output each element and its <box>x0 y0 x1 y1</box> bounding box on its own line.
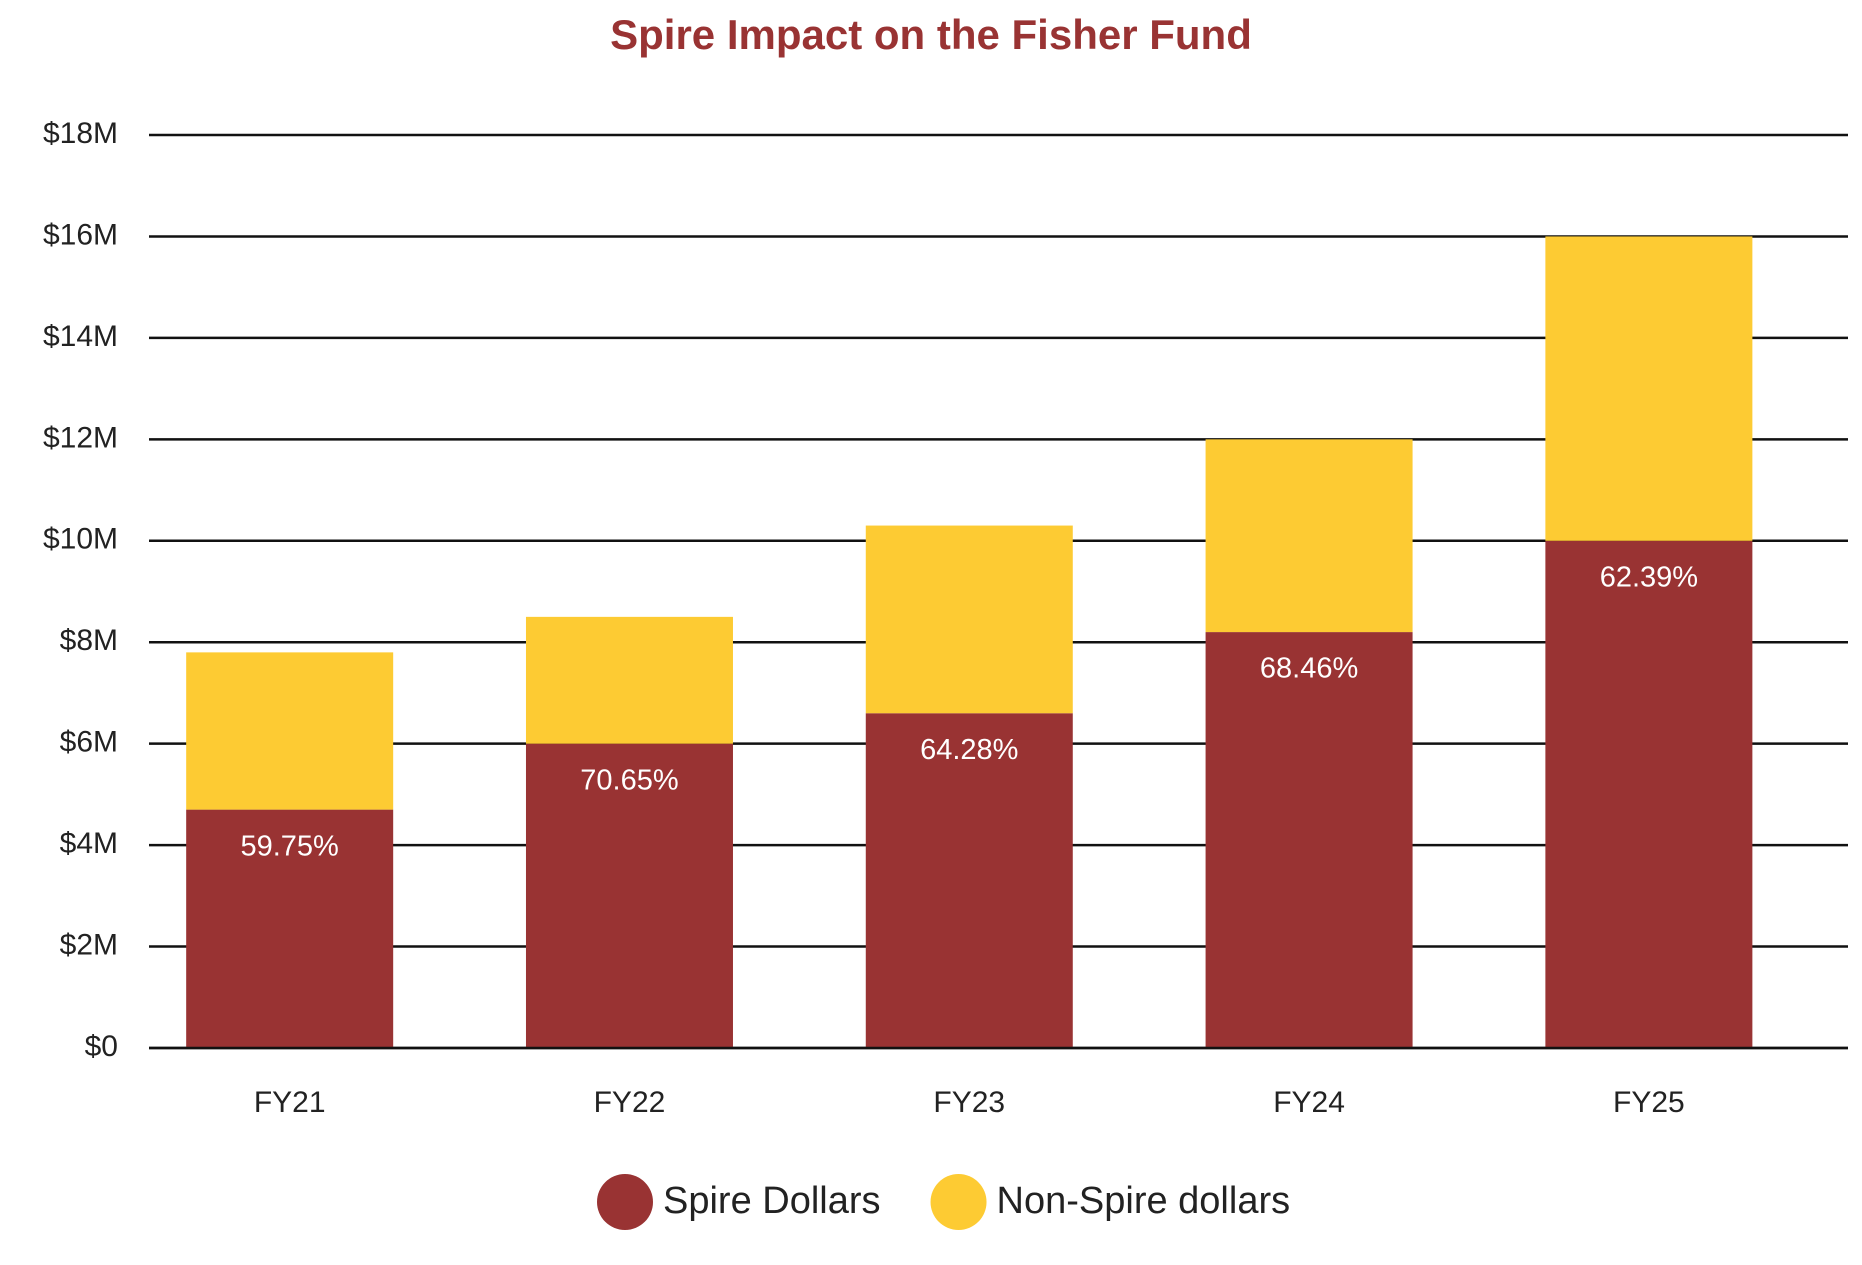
y-tick-label: $6M <box>60 726 118 759</box>
y-tick-label: $16M <box>43 218 118 251</box>
x-tick-label: FY21 <box>254 1086 326 1119</box>
bar-segment <box>525 616 733 744</box>
y-tick-label: $2M <box>60 928 118 961</box>
bar-segment <box>865 713 1073 1048</box>
bar-segment <box>186 652 394 810</box>
y-tick-label: $18M <box>43 117 118 150</box>
y-tick-label: $12M <box>43 421 118 454</box>
x-tick-label: FY25 <box>1613 1086 1685 1119</box>
bar-annotation: 64.28% <box>920 734 1018 766</box>
x-tick-label: FY24 <box>1273 1086 1345 1119</box>
legend-label: Non-Spire dollars <box>997 1180 1291 1222</box>
legend-swatch <box>930 1174 987 1230</box>
bar-annotation: 68.46% <box>1260 653 1358 685</box>
y-tick-label: $4M <box>60 827 118 860</box>
bar-annotation: 59.75% <box>240 830 338 862</box>
bar-annotation: 70.65% <box>580 764 678 796</box>
bar-segment <box>525 743 733 1048</box>
bar-segment <box>1205 632 1413 1048</box>
bar-segment <box>1545 236 1753 541</box>
bar-segment <box>186 809 394 1048</box>
bar-segment <box>1545 540 1753 1048</box>
y-tick-label: $0 <box>85 1030 118 1063</box>
legend-label: Spire Dollars <box>663 1180 881 1222</box>
bar-segment <box>865 525 1073 714</box>
bar-segment <box>1205 439 1413 633</box>
y-tick-label: $14M <box>43 320 118 353</box>
y-tick-label: $10M <box>43 523 118 556</box>
y-tick-label: $8M <box>60 624 118 657</box>
x-tick-label: FY23 <box>933 1086 1005 1119</box>
bar-annotation: 62.39% <box>1600 561 1698 593</box>
chart-title: Spire Impact on the Fisher Fund <box>610 11 1252 58</box>
x-tick-label: FY22 <box>594 1086 666 1119</box>
legend-swatch <box>597 1174 653 1230</box>
